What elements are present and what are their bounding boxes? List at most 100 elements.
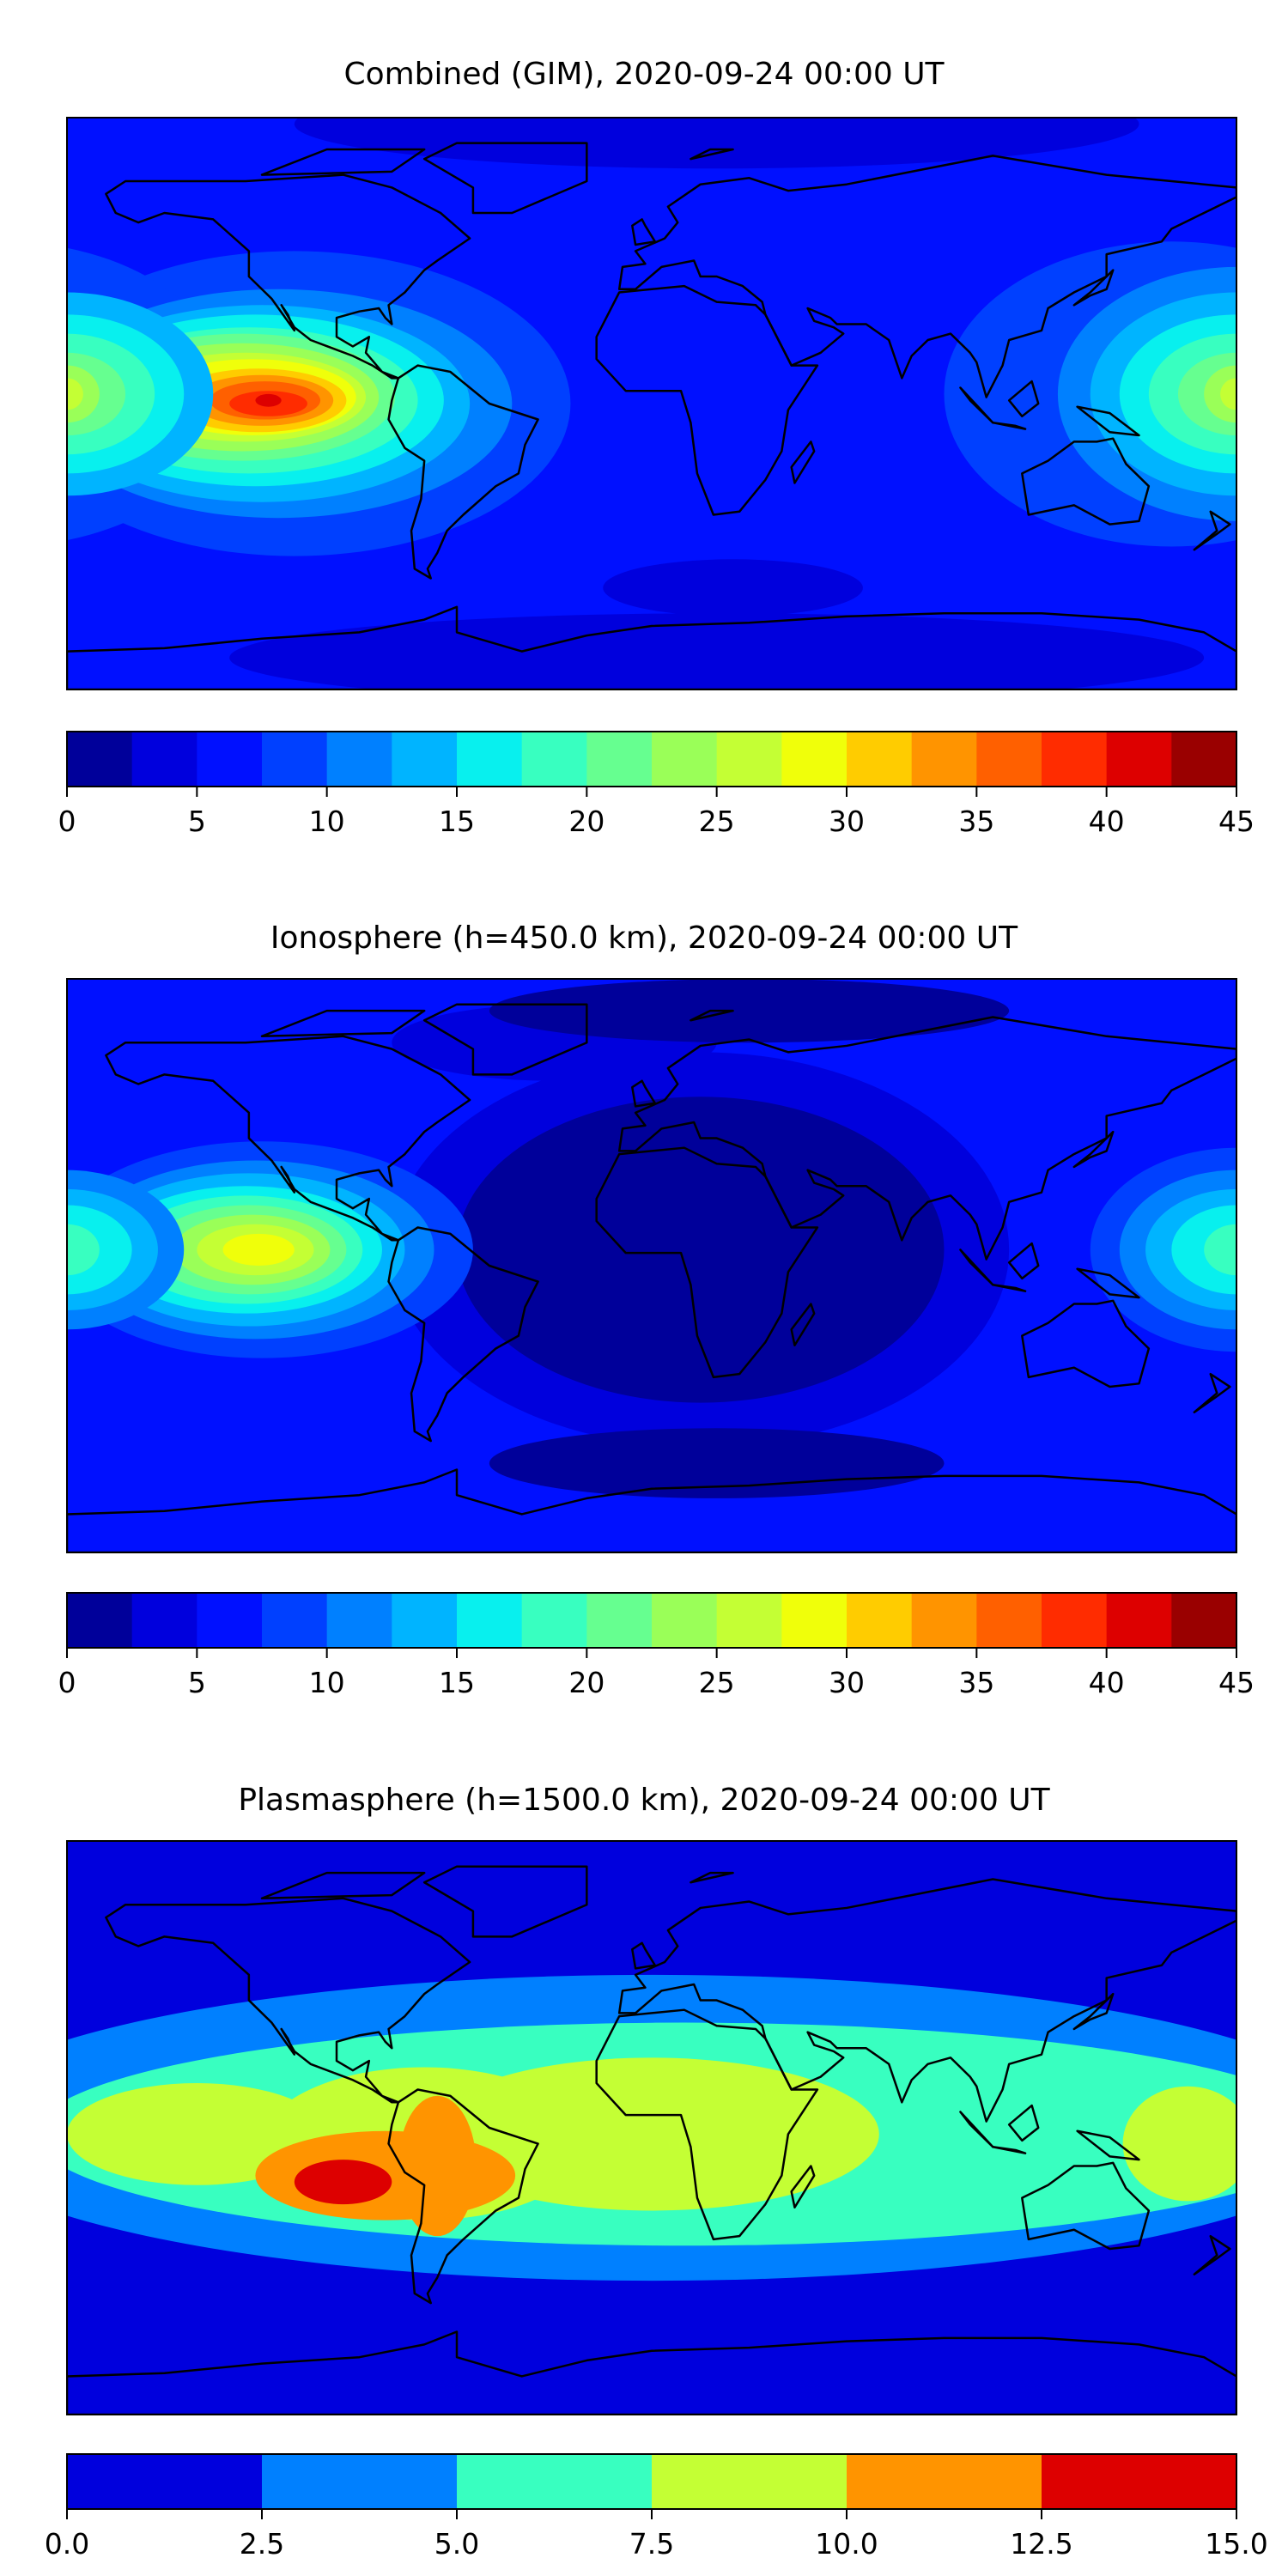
colorbar-tick-label: 15 [439, 1666, 475, 1699]
colorbar-segment [1042, 1593, 1108, 1648]
colorbar-tick-label: 15.0 [1205, 2527, 1267, 2561]
colorbar-segment [976, 732, 1042, 787]
colorbar-segment [1171, 1593, 1237, 1648]
colorbar-tick-label: 7.5 [629, 2527, 674, 2561]
colorbar-frame [66, 731, 1237, 787]
coastline-borneo [1007, 1242, 1040, 1280]
coastline-java [992, 1284, 1027, 1292]
colorbar-tick-label: 0 [58, 1666, 76, 1699]
panel-title-combined: Combined (GIM), 2020-09-24 00:00 UT [343, 57, 945, 92]
colorbar-tick-label: 20 [568, 805, 605, 838]
colorbar-segment [67, 2454, 263, 2509]
coastline-uk [631, 1079, 657, 1108]
colorbar-segment [781, 1593, 848, 1648]
coastline-sumatra [959, 2111, 994, 2148]
colorbar-segment [131, 1593, 197, 1648]
coastline-eurasia [617, 155, 1236, 398]
coastline-antarctica [67, 1468, 1236, 1552]
colorbar-frame [66, 1592, 1237, 1649]
coastline-svalbard [690, 1871, 734, 1884]
coastline-newguinea [1076, 1267, 1140, 1299]
colorbar-tick-label: 20 [568, 1666, 605, 1699]
colorbar-segment [521, 732, 587, 787]
colorbar-segment [1042, 732, 1108, 787]
colorbar-segment [197, 1593, 263, 1648]
coastline-newzealand [1193, 2234, 1231, 2275]
coastline-borneo [1007, 380, 1040, 418]
contour-level-10 [67, 378, 83, 410]
contour-level-7 [67, 1224, 100, 1276]
coastline-borneo [1007, 2104, 1040, 2142]
coastline-eurasia [617, 1878, 1236, 2123]
colorbar-segment [262, 2454, 458, 2509]
coastline-sa [387, 1226, 539, 1443]
colorbar-tick-label: 10.0 [815, 2527, 878, 2561]
coastline-japan [1072, 1992, 1115, 2031]
coastline-svalbard [690, 148, 734, 161]
colorbar-segment [457, 1593, 523, 1648]
contour-level-5 [294, 2160, 392, 2205]
contour-level-1 [463, 118, 841, 137]
coastline-africa [595, 1146, 819, 1379]
colorbar-segment [1106, 732, 1172, 787]
panel-title-plasmasphere: Plasmasphere (h=1500.0 km), 2020-09-24 0… [238, 1783, 1050, 1818]
coastline-newzealand [1193, 1372, 1231, 1413]
contour-level-4 [398, 2095, 477, 2237]
colorbar-tick-label: 40 [1089, 805, 1125, 838]
map-panel-2 [66, 1840, 1237, 2415]
colorbar-segment [781, 732, 848, 787]
coastline-australia [1021, 2161, 1151, 2251]
contour-field [67, 118, 1236, 690]
map-frame [66, 978, 1237, 1553]
coastline-sumatra [959, 1249, 994, 1286]
coastlines [67, 142, 1236, 690]
colorbar-segment [67, 732, 133, 787]
colorbar-segment [197, 732, 263, 787]
colorbar-tick-label: 15 [439, 805, 475, 838]
colorbar-segment [847, 2454, 1042, 2509]
colorbar-tick-label: 2.5 [240, 2527, 284, 2561]
contour-level-1 [229, 613, 1204, 690]
contour-level-1 [294, 118, 1139, 169]
coastline-uk [631, 1941, 657, 1970]
coastline-sa [387, 364, 539, 580]
colorbar-tick-label: 25 [699, 1666, 735, 1699]
colorbar-tick-label: 12.5 [1010, 2527, 1072, 2561]
colorbar-tick-label: 30 [829, 805, 865, 838]
colorbar-segment [911, 1593, 977, 1648]
coastline-java [992, 421, 1027, 430]
coastline-eurasia [617, 1016, 1236, 1261]
colorbar-tick-label: 5 [188, 805, 206, 838]
colorbar-segment [262, 1593, 328, 1648]
colorbar-0: 0 5 10 15 20 25 30 35 40 45 [58, 731, 1255, 838]
map-panel-0 [66, 117, 1237, 690]
contour-level-3 [1122, 2086, 1236, 2202]
colorbar-tick-label: 25 [699, 805, 735, 838]
coastline-australia [1021, 437, 1151, 526]
contour-field [67, 979, 1236, 1552]
contour-level-0 [489, 979, 1010, 1043]
coastline-australia [1021, 1299, 1151, 1388]
contour-level-7 [1204, 1224, 1236, 1276]
coastline-greenland [422, 1865, 588, 1938]
coastline-antarctica [67, 605, 1236, 690]
coastline-antarctica [67, 2330, 1236, 2415]
colorbar-segment [652, 1593, 718, 1648]
contour-level-16 [255, 393, 282, 407]
coastline-africa [595, 284, 819, 516]
colorbar-segment [326, 1593, 392, 1648]
colorbar-tick-label: 10 [309, 805, 345, 838]
coastline-newguinea [1076, 405, 1140, 437]
map-panel-1 [66, 978, 1237, 1553]
coastlines [67, 1865, 1236, 2415]
coastline-svalbard [690, 1009, 734, 1022]
coastline-madagascar [790, 440, 816, 484]
colorbar-2: 0.0 2.5 5.0 7.5 10.0 12.5 15.0 [45, 2453, 1268, 2561]
coastline-na [105, 1035, 471, 1242]
map-frame [66, 117, 1237, 690]
colorbar-segment [392, 732, 458, 787]
colorbar-tick-label: 35 [958, 805, 994, 838]
contour-level-3 [67, 2083, 327, 2185]
colorbar-tick-label: 45 [1218, 805, 1255, 838]
